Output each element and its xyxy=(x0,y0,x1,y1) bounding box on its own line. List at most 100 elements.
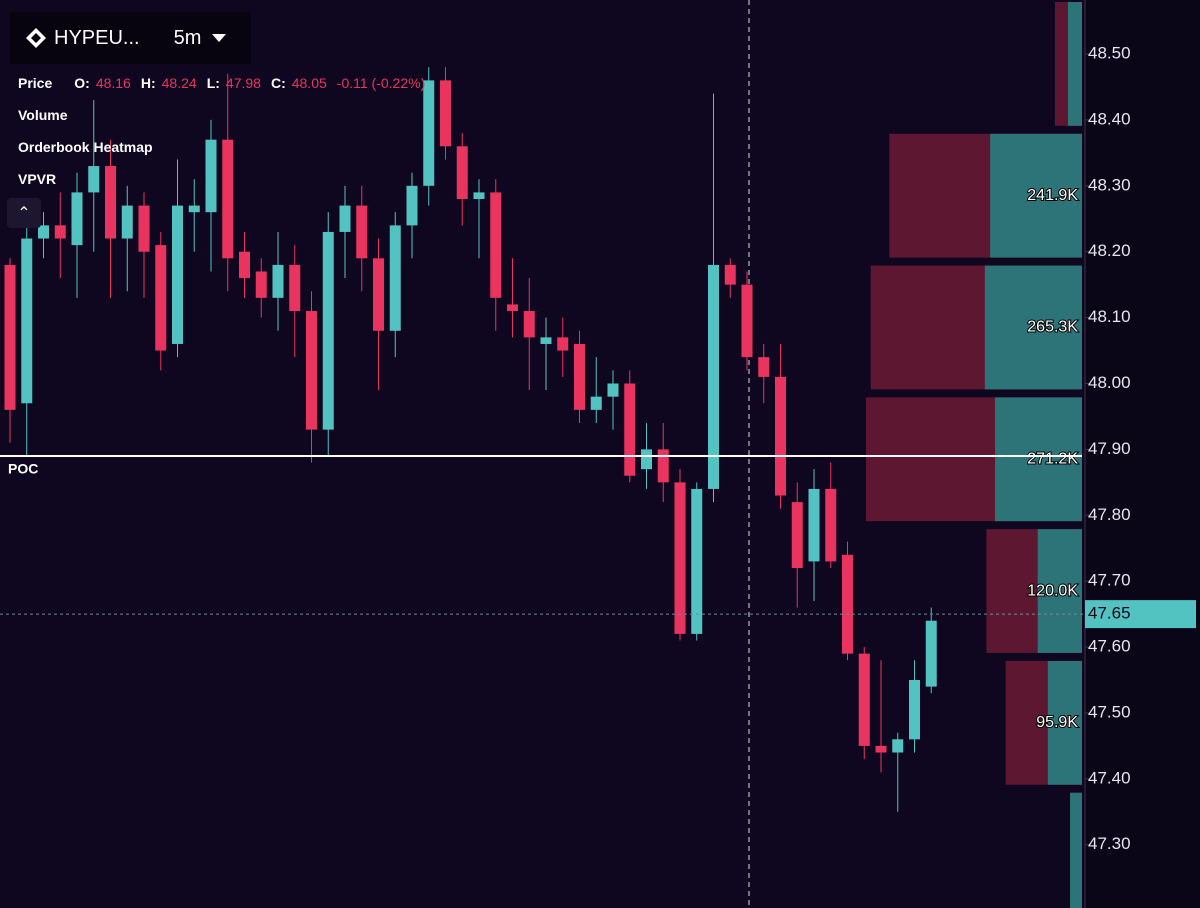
candle-body xyxy=(607,383,619,397)
vp-label: 95.9K xyxy=(1036,714,1078,731)
l-label: L: xyxy=(206,75,220,91)
candle-body xyxy=(825,488,837,562)
candle-body xyxy=(54,225,66,239)
indicator[interactable]: Orderbook Heatmap xyxy=(18,139,153,155)
h-label: H: xyxy=(140,75,156,91)
c-value: 48.05 xyxy=(291,75,327,91)
vp-buy xyxy=(1047,660,1082,785)
y-tick-label: 48.50 xyxy=(1088,44,1131,63)
candle-body xyxy=(892,739,904,753)
candle-body xyxy=(691,488,703,634)
o-value: 48.16 xyxy=(95,75,131,91)
candle-body xyxy=(724,264,736,285)
candle-body xyxy=(4,264,16,410)
candle-body xyxy=(641,449,652,470)
candle-body xyxy=(172,205,183,344)
vp-label: 241.9K xyxy=(1027,187,1078,204)
candle-body xyxy=(306,311,317,430)
candle-body xyxy=(775,376,786,496)
candle-body xyxy=(540,337,552,344)
vp-label: 265.3K xyxy=(1027,319,1078,336)
y-tick-label: 48.00 xyxy=(1088,373,1131,392)
candle-body xyxy=(205,139,217,213)
vp-label: 271.2K xyxy=(1027,450,1078,467)
candle-body xyxy=(289,264,301,312)
candle-body xyxy=(507,304,518,312)
candle-body xyxy=(674,482,686,634)
y-tick-label: 47.50 xyxy=(1088,702,1131,721)
candle-body xyxy=(490,192,502,298)
candle-body xyxy=(456,146,468,199)
candle-body xyxy=(105,166,116,239)
y-tick-label: 47.70 xyxy=(1088,571,1131,590)
candle-body xyxy=(473,192,485,199)
candle-body xyxy=(389,225,401,331)
candle-body xyxy=(423,80,435,186)
y-tick-label: 47.90 xyxy=(1088,439,1131,458)
y-tick-label: 47.30 xyxy=(1088,834,1131,853)
candle-body xyxy=(339,205,351,232)
y-tick-label: 47.40 xyxy=(1088,768,1131,787)
candle-body xyxy=(38,225,49,239)
candle-body xyxy=(71,192,83,246)
candle-body xyxy=(909,680,920,740)
vp-label: 120.0K xyxy=(1027,582,1078,599)
candle-body xyxy=(842,554,853,654)
symbol-icon xyxy=(26,28,46,48)
vp-buy xyxy=(995,397,1082,522)
vp-buy xyxy=(990,133,1082,258)
o-label: O: xyxy=(74,75,90,91)
candle-body xyxy=(875,745,887,753)
candle-body xyxy=(239,251,250,279)
candle-body xyxy=(657,449,669,483)
dropdown-arrow xyxy=(212,34,227,42)
symbol-selector[interactable]: HYPEU... 5m xyxy=(10,12,251,64)
candle-body xyxy=(808,488,820,562)
last-price-box xyxy=(1085,600,1196,629)
interval[interactable]: 5m xyxy=(173,26,202,49)
candle-body xyxy=(791,502,803,568)
candle-body xyxy=(624,383,636,476)
candle-body xyxy=(708,264,719,489)
candle-body xyxy=(121,205,133,239)
candle-body xyxy=(222,139,234,259)
candle-body xyxy=(88,166,100,193)
candle-body xyxy=(21,238,33,404)
l-value: 47.98 xyxy=(225,75,261,91)
c-label: C: xyxy=(270,75,286,91)
candle-body xyxy=(373,258,384,331)
poc-label: POC xyxy=(8,461,38,477)
candle-body xyxy=(255,271,267,298)
price-axis-bg xyxy=(1085,0,1200,908)
vp-buy xyxy=(984,265,1082,390)
vp-buy xyxy=(1067,2,1082,126)
indicator[interactable]: Volume xyxy=(18,107,68,123)
candle-body xyxy=(272,264,284,298)
candle-body xyxy=(858,653,870,746)
vp-buy xyxy=(1037,529,1082,653)
candle-body xyxy=(322,231,334,430)
candle-body xyxy=(925,620,937,687)
y-tick-label: 48.40 xyxy=(1088,109,1131,128)
candle-body xyxy=(440,80,451,147)
candle-body xyxy=(741,284,753,358)
candle-body xyxy=(574,343,585,410)
candle-body xyxy=(523,311,535,338)
h-value: 48.24 xyxy=(161,75,197,91)
candle-body xyxy=(155,245,167,351)
indicator[interactable]: VPVR xyxy=(18,171,57,187)
y-tick-label: 48.20 xyxy=(1088,241,1131,260)
collapse-button[interactable]: ⌃ xyxy=(7,198,41,228)
change: -0.11 (-0.22%) xyxy=(336,75,426,91)
candle-body xyxy=(557,337,569,351)
y-tick-label: 48.10 xyxy=(1088,307,1131,326)
candle-body xyxy=(590,396,602,410)
candle-body xyxy=(188,205,200,213)
price-legend: Price O: 48.16 H: 48.24 L: 47.98 C: 48.05 -0.11 (… xyxy=(18,75,431,91)
vp-buy xyxy=(1070,792,1082,908)
symbol: HYPEU... xyxy=(54,26,140,49)
y-tick-label: 48.30 xyxy=(1088,175,1131,194)
candle-body xyxy=(758,357,770,377)
